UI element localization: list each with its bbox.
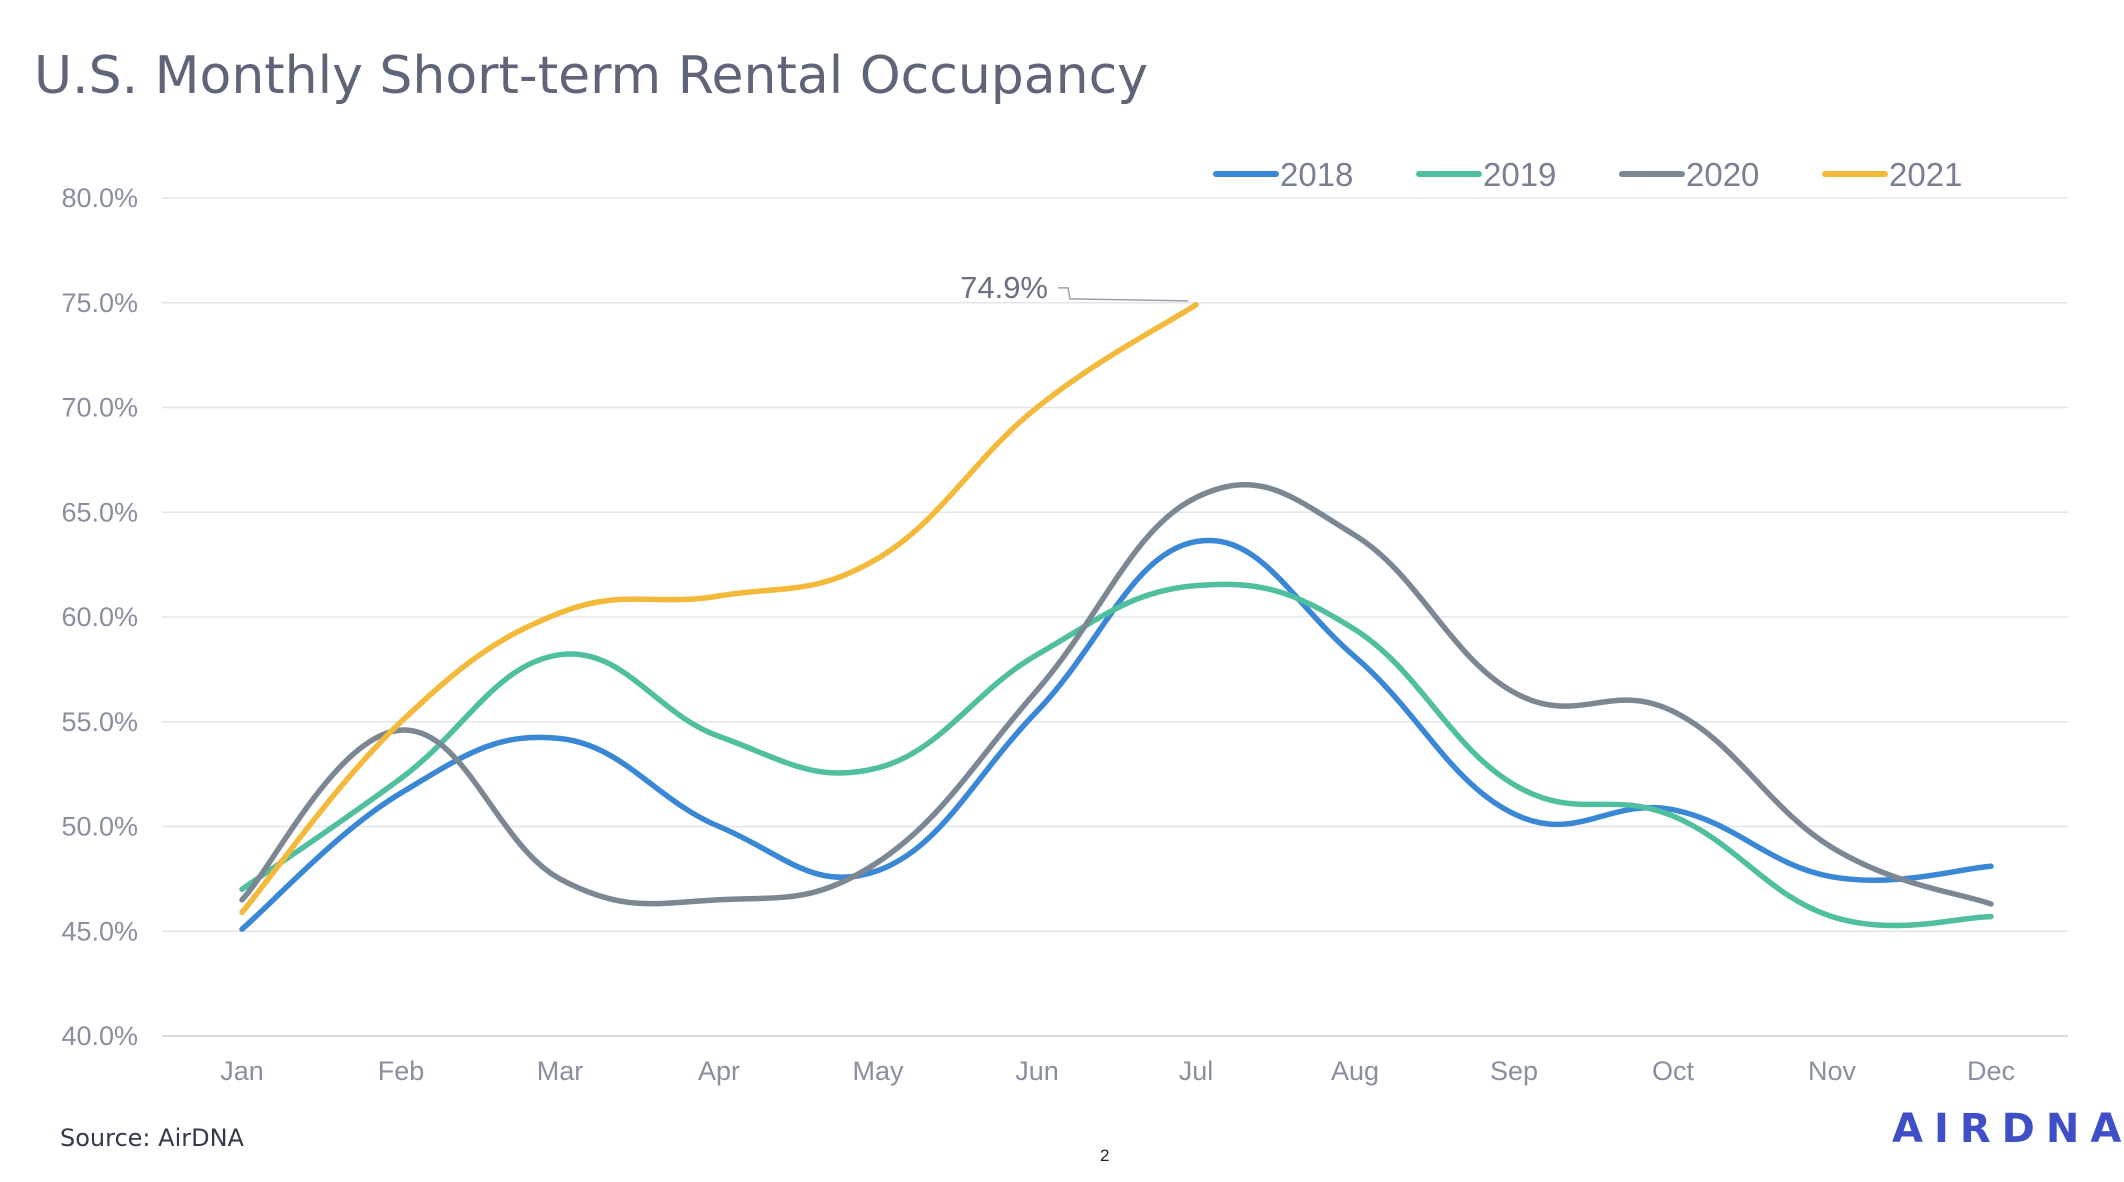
x-tick-label: Mar xyxy=(537,1056,584,1086)
x-tick-label: Dec xyxy=(1967,1056,2015,1086)
legend-label-2021: 2021 xyxy=(1889,156,1962,193)
series-line-2018 xyxy=(239,537,1994,932)
x-tick-label: Jun xyxy=(1015,1056,1059,1086)
y-tick-label: 65.0% xyxy=(61,497,138,527)
x-tick-label: Sep xyxy=(1490,1056,1538,1086)
x-tick-label: Oct xyxy=(1652,1056,1695,1086)
x-tick-label: Feb xyxy=(378,1056,425,1086)
x-tick-label: Aug xyxy=(1331,1056,1379,1086)
chart-annotations: 74.9% xyxy=(960,270,1189,305)
x-tick-label: Apr xyxy=(698,1056,740,1086)
y-tick-label: 45.0% xyxy=(61,916,138,946)
y-tick-label: 75.0% xyxy=(61,288,138,318)
y-tick-label: 80.0% xyxy=(61,183,138,213)
chart-legend: 2018 2019 2020 2021 xyxy=(1213,156,1962,193)
legend-label-2019: 2019 xyxy=(1483,156,1556,193)
x-axis: Jan Feb Mar Apr May Jun Jul Aug Sep Oct Nov Dec xyxy=(220,1056,2015,1086)
series-line-2019 xyxy=(239,581,1994,929)
page-title: U.S. Monthly Short-term Rental Occupancy xyxy=(34,46,1148,106)
chart-gridlines xyxy=(162,197,2068,1037)
series-line-2020 xyxy=(239,481,1994,907)
callout-leader xyxy=(1058,287,1189,302)
airdna-logo: AIRDNA xyxy=(1892,1106,2124,1152)
series-line-2021 xyxy=(239,302,1199,916)
chart-series xyxy=(239,302,1994,932)
source-note: Source: AirDNA xyxy=(60,1124,244,1152)
legend-label-2018: 2018 xyxy=(1280,156,1353,193)
y-axis: 40.0% 45.0% 50.0% 55.0% 60.0% 65.0% 70.0% 75.0%… xyxy=(61,183,138,1051)
y-tick-label: 50.0% xyxy=(61,812,138,842)
x-tick-label: Nov xyxy=(1808,1056,1857,1086)
y-tick-label: 55.0% xyxy=(61,707,138,737)
x-tick-label: Jul xyxy=(1179,1056,1214,1086)
y-tick-label: 40.0% xyxy=(61,1021,138,1051)
y-tick-label: 60.0% xyxy=(61,602,138,632)
page-number: 2 xyxy=(1100,1146,1110,1165)
x-tick-label: Jan xyxy=(220,1056,264,1086)
data-label-callout: 74.9% xyxy=(960,270,1048,305)
y-tick-label: 70.0% xyxy=(61,393,138,423)
x-tick-label: May xyxy=(852,1056,904,1086)
legend-label-2020: 2020 xyxy=(1686,156,1759,193)
